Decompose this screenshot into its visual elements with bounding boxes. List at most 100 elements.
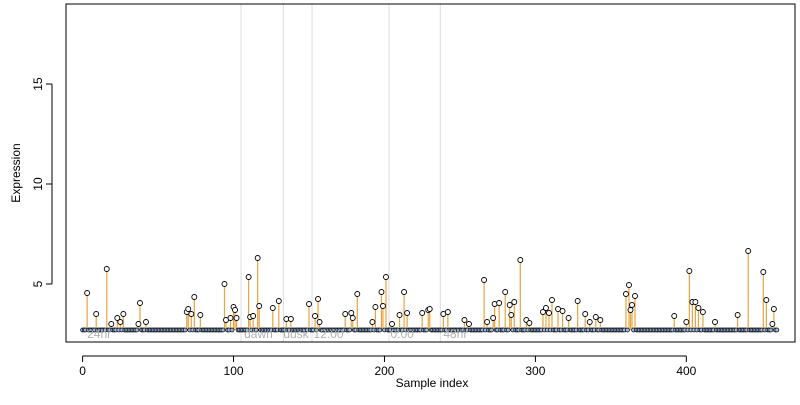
plot-frame [65, 3, 796, 343]
peak-point [632, 293, 638, 299]
points-layer [80, 248, 780, 333]
baseline-point [314, 327, 319, 333]
peak-point [686, 268, 693, 274]
peak-point [114, 315, 121, 321]
baseline-point [347, 327, 353, 333]
peak-point [103, 266, 110, 272]
baseline-point [625, 327, 630, 333]
peak-point [349, 315, 356, 321]
peak-point [506, 302, 513, 308]
peak-point [461, 317, 468, 323]
peak-point [546, 310, 552, 316]
peak-point [763, 297, 770, 303]
baseline-point [768, 327, 774, 333]
peak-point [135, 321, 142, 327]
baseline-point [489, 327, 494, 333]
peak-point [245, 274, 252, 280]
baseline-point [244, 327, 250, 333]
peak-point [342, 311, 349, 317]
peak-point [378, 289, 385, 295]
region-label: 0:00 [391, 327, 415, 341]
peak-point [502, 289, 509, 295]
baseline-point [377, 327, 383, 333]
peak-point [380, 303, 386, 309]
baseline-point [253, 327, 259, 333]
peak-point [484, 319, 491, 325]
peak-point [227, 315, 234, 321]
peak-point [517, 257, 524, 263]
peak-point [426, 306, 433, 312]
x-tick-label: 400 [676, 364, 696, 378]
peak-point [404, 310, 411, 316]
stems-layer [86, 251, 775, 330]
peak-point [695, 305, 702, 311]
peak-point [120, 311, 127, 317]
peak-point [592, 314, 599, 320]
peak-point [444, 309, 451, 315]
peak-point [232, 307, 238, 313]
peak-point [396, 312, 403, 318]
peak-point [549, 297, 555, 303]
peak-point [539, 309, 546, 315]
y-tick-label: 5 [31, 280, 45, 287]
peak-point [312, 313, 318, 319]
peak-point [143, 319, 149, 325]
peak-point [389, 321, 395, 327]
region-label: dawn [244, 327, 273, 341]
y-tick-label: 10 [31, 177, 45, 191]
peak-point [582, 311, 589, 317]
peak-point [508, 312, 515, 318]
peak-point [627, 307, 634, 313]
peak-point [559, 308, 566, 314]
region-lines-layer [240, 4, 441, 342]
peak-point [629, 302, 635, 308]
peak-point [348, 310, 355, 316]
peak-point [354, 291, 361, 297]
peak-point [256, 303, 263, 309]
peak-point [254, 255, 261, 261]
peak-point [543, 305, 549, 311]
peak-point [490, 315, 497, 321]
peak-point [419, 310, 426, 316]
baseline-point [424, 327, 430, 333]
peak-point [250, 313, 257, 319]
peak-point [93, 311, 100, 317]
peak-point [383, 274, 389, 280]
y-axis-label: Expression [9, 143, 23, 202]
peak-point [108, 321, 115, 327]
peak-point [269, 305, 276, 311]
peak-point [372, 304, 379, 310]
peak-point [496, 300, 503, 306]
peak-point [117, 319, 124, 325]
baseline-point [505, 327, 511, 333]
peak-point [137, 300, 143, 306]
peak-point [466, 321, 472, 327]
peak-point [188, 311, 195, 317]
peak-point [683, 319, 690, 325]
axes-layer: 0 100 200 300 400 5 10 15 [31, 77, 697, 378]
peak-point [401, 289, 408, 295]
peak-point [369, 319, 376, 325]
peak-point [586, 319, 593, 325]
peak-point [734, 312, 741, 318]
region-label: 24hr [87, 327, 111, 341]
peak-point [745, 248, 752, 254]
x-tick-label: 100 [224, 364, 244, 378]
peak-point [597, 317, 604, 323]
x-tick-label: 200 [374, 364, 394, 378]
peak-point [481, 277, 488, 283]
peak-point [315, 296, 322, 302]
peak-point [526, 320, 533, 326]
region-labels-layer: 24hr dawn dusk 12:00 0:00 48hr [87, 327, 467, 341]
peak-point [712, 319, 718, 325]
peak-point [769, 321, 776, 327]
peak-point [221, 281, 228, 287]
peak-point [191, 294, 198, 300]
peak-point [671, 313, 678, 319]
baseline-point [134, 327, 140, 333]
baseline-point [774, 327, 780, 333]
peak-point [316, 319, 323, 325]
peak-point [306, 301, 312, 307]
peak-point [574, 298, 581, 304]
